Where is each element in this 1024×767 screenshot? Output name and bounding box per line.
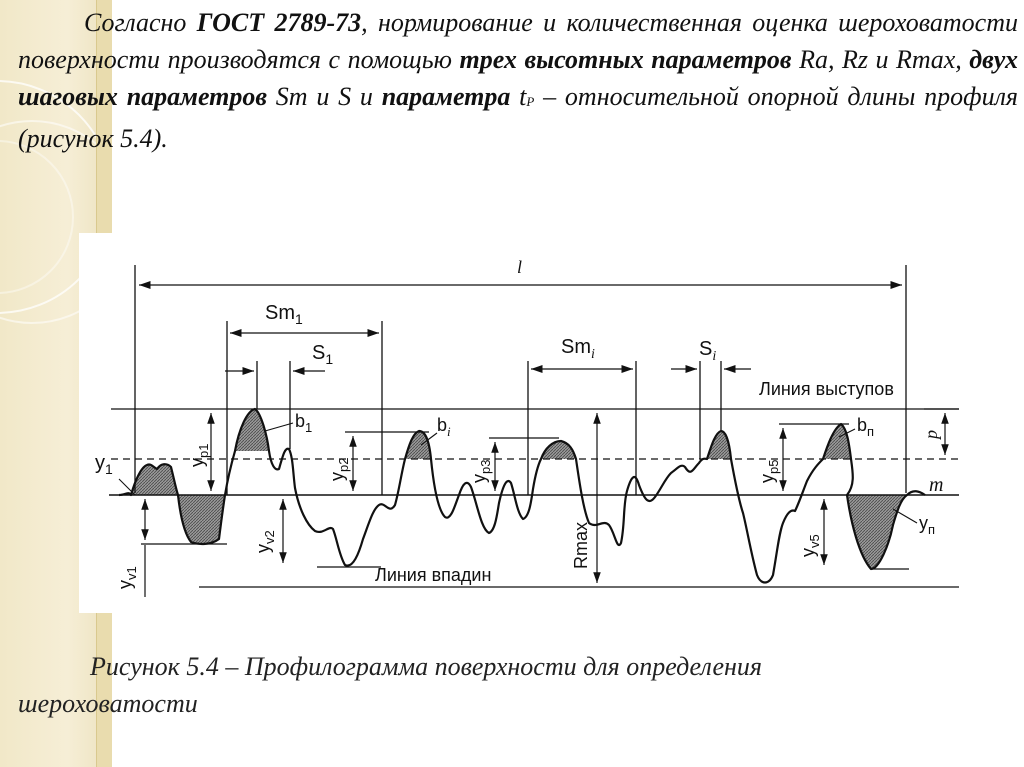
dimension-sm1 (226, 321, 383, 495)
b1-leader (264, 422, 294, 432)
p-label: p (921, 430, 941, 441)
yp2-label: yp2 (327, 458, 351, 481)
yp2-text: y (327, 472, 347, 481)
bn-label: bп (857, 415, 874, 439)
text-run: Sm и S и (267, 82, 382, 111)
y1-text: y (95, 452, 105, 474)
yn-text: y (919, 513, 928, 533)
yv5-label: yv5 (798, 534, 822, 557)
yp5-label: yp5 (757, 460, 781, 483)
yp2-sub: p2 (336, 458, 351, 472)
yp5-text: y (757, 474, 777, 483)
bn-leader (838, 428, 856, 438)
text-run: , нормирование и количественная оценка ш… (18, 8, 1018, 74)
figure-caption: Рисунок 5.4 – Профилограмма поверхности … (18, 648, 1018, 722)
yv5-sub: v5 (807, 534, 822, 548)
yv5-text: y (798, 548, 818, 557)
smi-label: Smi (561, 336, 595, 362)
dimension-l (134, 265, 907, 493)
s1-label: S1 (312, 342, 333, 367)
bn-sub: п (867, 424, 874, 439)
yn-leader (892, 508, 918, 524)
parameter-term: параметра (381, 82, 511, 111)
yp1-text: y (187, 458, 207, 467)
yp1-label: yp1 (187, 444, 211, 467)
shaded-areas (131, 409, 907, 569)
yv2-sub: v2 (262, 530, 277, 544)
yv2-text: y (253, 544, 273, 553)
s1-sub: 1 (325, 351, 333, 367)
text-run: – относительной опорной длины профиля (р… (18, 82, 1019, 153)
reference-lines (109, 408, 959, 588)
yp3-text: y (469, 474, 489, 483)
yv1-text: y (115, 580, 135, 589)
caption-line-1: Рисунок 5.4 – Профилограмма поверхности … (90, 652, 762, 681)
rmax-label: Rmax (571, 522, 591, 569)
sm1-text: Sm (265, 302, 295, 324)
yn-sub: п (928, 522, 935, 537)
bi-sub: i (447, 424, 451, 439)
yn-label: yп (919, 513, 935, 537)
profilogram-drawing: l Sm1 S1 Smi Si (95, 257, 959, 597)
peak-line-label: Линия выступов (759, 379, 894, 399)
valley-line-label: Линия впадин (375, 565, 491, 585)
b1-sub: 1 (305, 420, 312, 435)
step-parameters-term: двух шаговых параметров (18, 45, 1018, 111)
sm1-label: Sm1 (265, 302, 303, 327)
yv2-label: yv2 (253, 530, 277, 553)
b1-text: b (295, 411, 305, 431)
y1-sub: 1 (105, 461, 113, 477)
yp3-sub: p3 (478, 460, 493, 474)
b1-label: b1 (295, 411, 312, 435)
l-label: l (517, 257, 522, 277)
tp-subscript: P (526, 94, 535, 109)
yv1-label: yv1 (115, 566, 139, 589)
bi-leader (420, 432, 438, 446)
bi-text: b (437, 415, 447, 435)
dimension-s1 (225, 361, 325, 449)
si-label: Si (699, 338, 716, 364)
height-parameters-term: трех высотных параметров (459, 45, 792, 74)
caption-line-2: шероховатости (18, 689, 198, 718)
smi-sub: i (591, 347, 595, 362)
sm1-sub: 1 (295, 311, 303, 327)
yp3-label: yp3 (469, 460, 493, 483)
dimension-si (671, 361, 751, 459)
text-run: t (510, 82, 527, 111)
y1-label: y1 (95, 452, 113, 477)
standard-reference: ГОСТ 2789-73 (196, 8, 362, 37)
si-text: S (699, 338, 712, 360)
text-run: Согласно (84, 8, 197, 37)
dimension-smi (527, 361, 637, 495)
intro-paragraph: Согласно ГОСТ 2789-73, нормирование и ко… (18, 4, 1018, 157)
m-label: m (929, 474, 943, 496)
bi-label: bi (437, 415, 451, 439)
s1-text: S (312, 342, 325, 364)
yv1-sub: v1 (124, 566, 139, 580)
si-sub: i (712, 349, 716, 364)
yp5-sub: p5 (766, 460, 781, 474)
yp1-sub: p1 (196, 444, 211, 458)
bn-text: b (857, 415, 867, 435)
profile-curve (118, 407, 926, 584)
text-run: Ra, Rz и Rmax, (791, 45, 970, 74)
y1-leader (118, 478, 136, 496)
profilogram-figure: l Sm1 S1 Smi Si (79, 233, 995, 613)
smi-text: Sm (561, 336, 591, 358)
